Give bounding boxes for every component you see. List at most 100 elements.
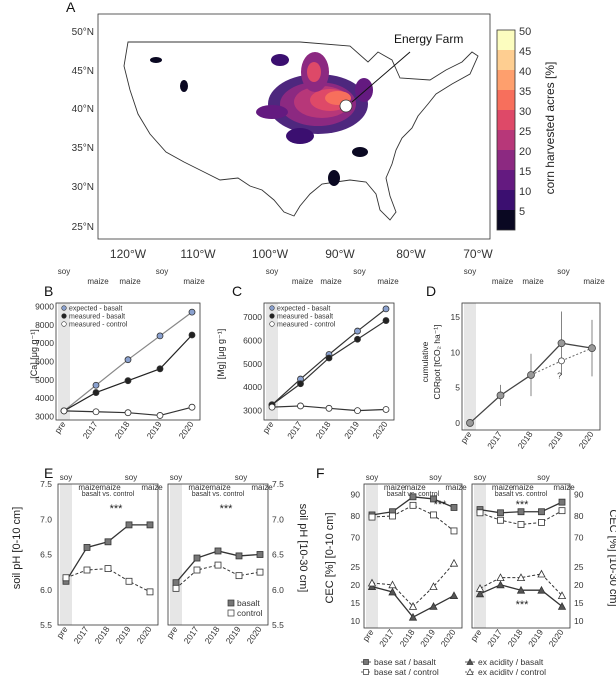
ex-acidity-control-point	[496, 573, 505, 581]
x-tick-label: 2020	[439, 627, 458, 648]
pre-period-band	[266, 303, 278, 420]
y-tick-label: 5	[455, 383, 460, 393]
y-tick-label: 20	[351, 580, 361, 590]
crop-label: soy	[125, 473, 137, 482]
colorbar-swatch	[497, 150, 515, 170]
y-tick-label: 90	[351, 490, 361, 500]
y-tick-label: 4000	[243, 382, 262, 392]
y-tick-label: 6000	[35, 357, 54, 367]
comparison-label: basalt vs. control	[192, 491, 245, 498]
measured-control-point	[188, 403, 196, 411]
crop-label: maize	[404, 483, 426, 492]
control-point	[214, 561, 222, 569]
basalt-point	[256, 551, 264, 558]
crop-label: maize	[512, 483, 534, 492]
y-tick-label: 6.0	[40, 585, 52, 595]
y-tick-label: 6.5	[272, 550, 284, 560]
expected-basalt-point	[382, 305, 390, 313]
legend-label: base sat / control	[374, 667, 439, 675]
crop-label: soy	[474, 473, 486, 482]
base-sat-control-point	[368, 513, 376, 521]
colorbar-tick: 45	[519, 46, 531, 58]
y-tick-label: 15	[451, 312, 461, 322]
colorbar-tick: 10	[519, 186, 531, 198]
y-tick-label: 7.0	[272, 514, 284, 524]
colorbar-tick: 50	[519, 26, 531, 38]
base-sat-control-point	[450, 527, 458, 535]
base-sat-basalt-point	[497, 509, 504, 517]
expected-basalt-point	[124, 356, 132, 364]
energy-farm-callout: Energy Farm	[394, 32, 463, 46]
x-tick-label: 2020	[577, 429, 596, 450]
lat-label: 30°N	[72, 182, 94, 193]
x-tick-label: 2020	[371, 419, 390, 440]
plot-frame	[461, 302, 601, 431]
ex-acidity-basalt-point	[496, 580, 505, 589]
expected-basalt-point	[354, 327, 361, 335]
basalt-line	[65, 524, 150, 582]
x-tick-label: 2017	[285, 419, 304, 440]
crop-label: maize	[183, 277, 205, 286]
legend-label: measured - basalt	[69, 314, 125, 321]
measured-basalt-point	[92, 389, 100, 396]
legend-label: measured - basalt	[277, 314, 333, 321]
x-tick-label: pre	[164, 624, 179, 640]
x-tick-label: 2017	[72, 624, 91, 645]
y-tick-label: 8000	[35, 320, 54, 330]
base-sat-basalt-point	[517, 508, 525, 516]
x-tick-label: pre	[260, 419, 275, 435]
crop-label: soy	[235, 473, 247, 482]
ex-acidity-basalt-point	[557, 602, 567, 610]
measured-basalt-point	[188, 331, 196, 339]
lon-label: 110°W	[180, 247, 216, 261]
pre-period-band	[58, 303, 70, 420]
x-tick-label: 2018	[113, 419, 132, 440]
measured-control-point	[124, 409, 132, 417]
cdr-point	[527, 371, 535, 379]
y-tick-label: 25	[351, 562, 361, 572]
basalt-point	[193, 554, 201, 562]
crop-label: soy	[266, 267, 278, 276]
panel-label-e: E	[44, 465, 53, 481]
x-tick-label: pre	[458, 429, 473, 445]
y-tick-label: 15	[351, 598, 361, 608]
significance-mark: ***	[516, 499, 530, 511]
y-tick-label: 10	[574, 616, 584, 626]
x-tick-label: 2020	[177, 419, 196, 440]
lon-label: 90°W	[325, 247, 355, 261]
y-tick-label: 5.5	[40, 620, 52, 630]
x-tick-label: pre	[52, 419, 67, 435]
measured-basalt-point	[156, 365, 164, 373]
panel-label-c: C	[232, 283, 242, 299]
ex-acidity-basalt-line	[371, 585, 455, 619]
colorbar: 50 45 40 35 30 25 20 15 10 5	[496, 26, 531, 231]
us-map	[123, 41, 479, 221]
y-tick-label: 6.5	[40, 550, 52, 560]
legend-marker	[363, 669, 369, 675]
measured-control-point	[92, 408, 100, 416]
pre-period-band	[170, 484, 182, 625]
y-tick-label: 9000	[35, 302, 54, 312]
x-tick-label: 2019	[145, 419, 164, 440]
y-tick-label: 10	[351, 616, 361, 626]
y-tick-label: 80	[574, 511, 584, 521]
control-point	[256, 568, 264, 576]
cdr-open-point	[558, 357, 565, 365]
lon-label: 100°W	[252, 247, 289, 261]
y-tick-label: 6.0	[272, 585, 284, 595]
colorbar-swatch	[497, 110, 515, 130]
ex-acidity-control-point	[475, 584, 485, 592]
y-tick-label: 5000	[243, 359, 262, 369]
legend-label: expected - basalt	[277, 306, 330, 313]
comparison-label: basalt vs. control	[82, 491, 135, 498]
panel-f-ylabel-right: CEC [%] [10-30 cm]	[607, 509, 616, 606]
measured-basalt-line	[271, 320, 387, 406]
legend-marker	[269, 321, 275, 327]
crop-label: maize	[119, 277, 141, 286]
y-tick-label: 70	[574, 532, 584, 542]
plot-frame	[263, 302, 395, 421]
